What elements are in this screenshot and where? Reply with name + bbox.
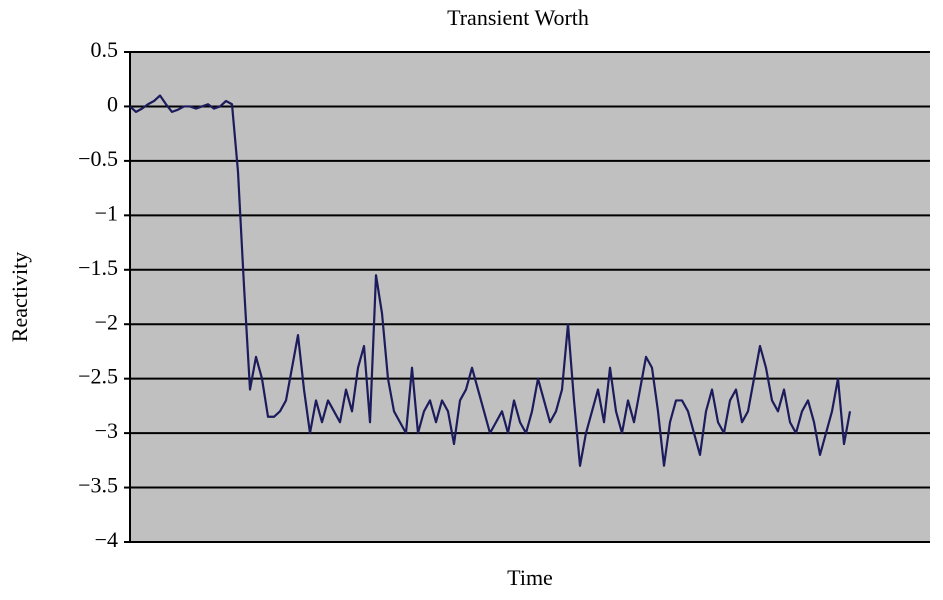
y-tick-label: −3 (95, 418, 118, 443)
y-tick-label: −2 (95, 309, 118, 334)
plot-area (130, 52, 930, 542)
data-line (129, 94, 852, 467)
x-axis-label: Time (507, 565, 553, 590)
y-tick-label: −1.5 (78, 255, 118, 280)
y-tick-label: −0.5 (78, 146, 118, 171)
y-tick-label: −2.5 (78, 364, 118, 389)
y-tick-label: −1 (95, 200, 118, 225)
y-tick-label: −3.5 (78, 473, 118, 498)
chart-title: Transient Worth (447, 5, 589, 30)
y-tick-label: −4 (95, 527, 118, 552)
y-tick-label: 0 (107, 91, 118, 116)
y-tick-label: 0.5 (91, 37, 119, 62)
y-axis-label: Reactivity (7, 252, 32, 342)
